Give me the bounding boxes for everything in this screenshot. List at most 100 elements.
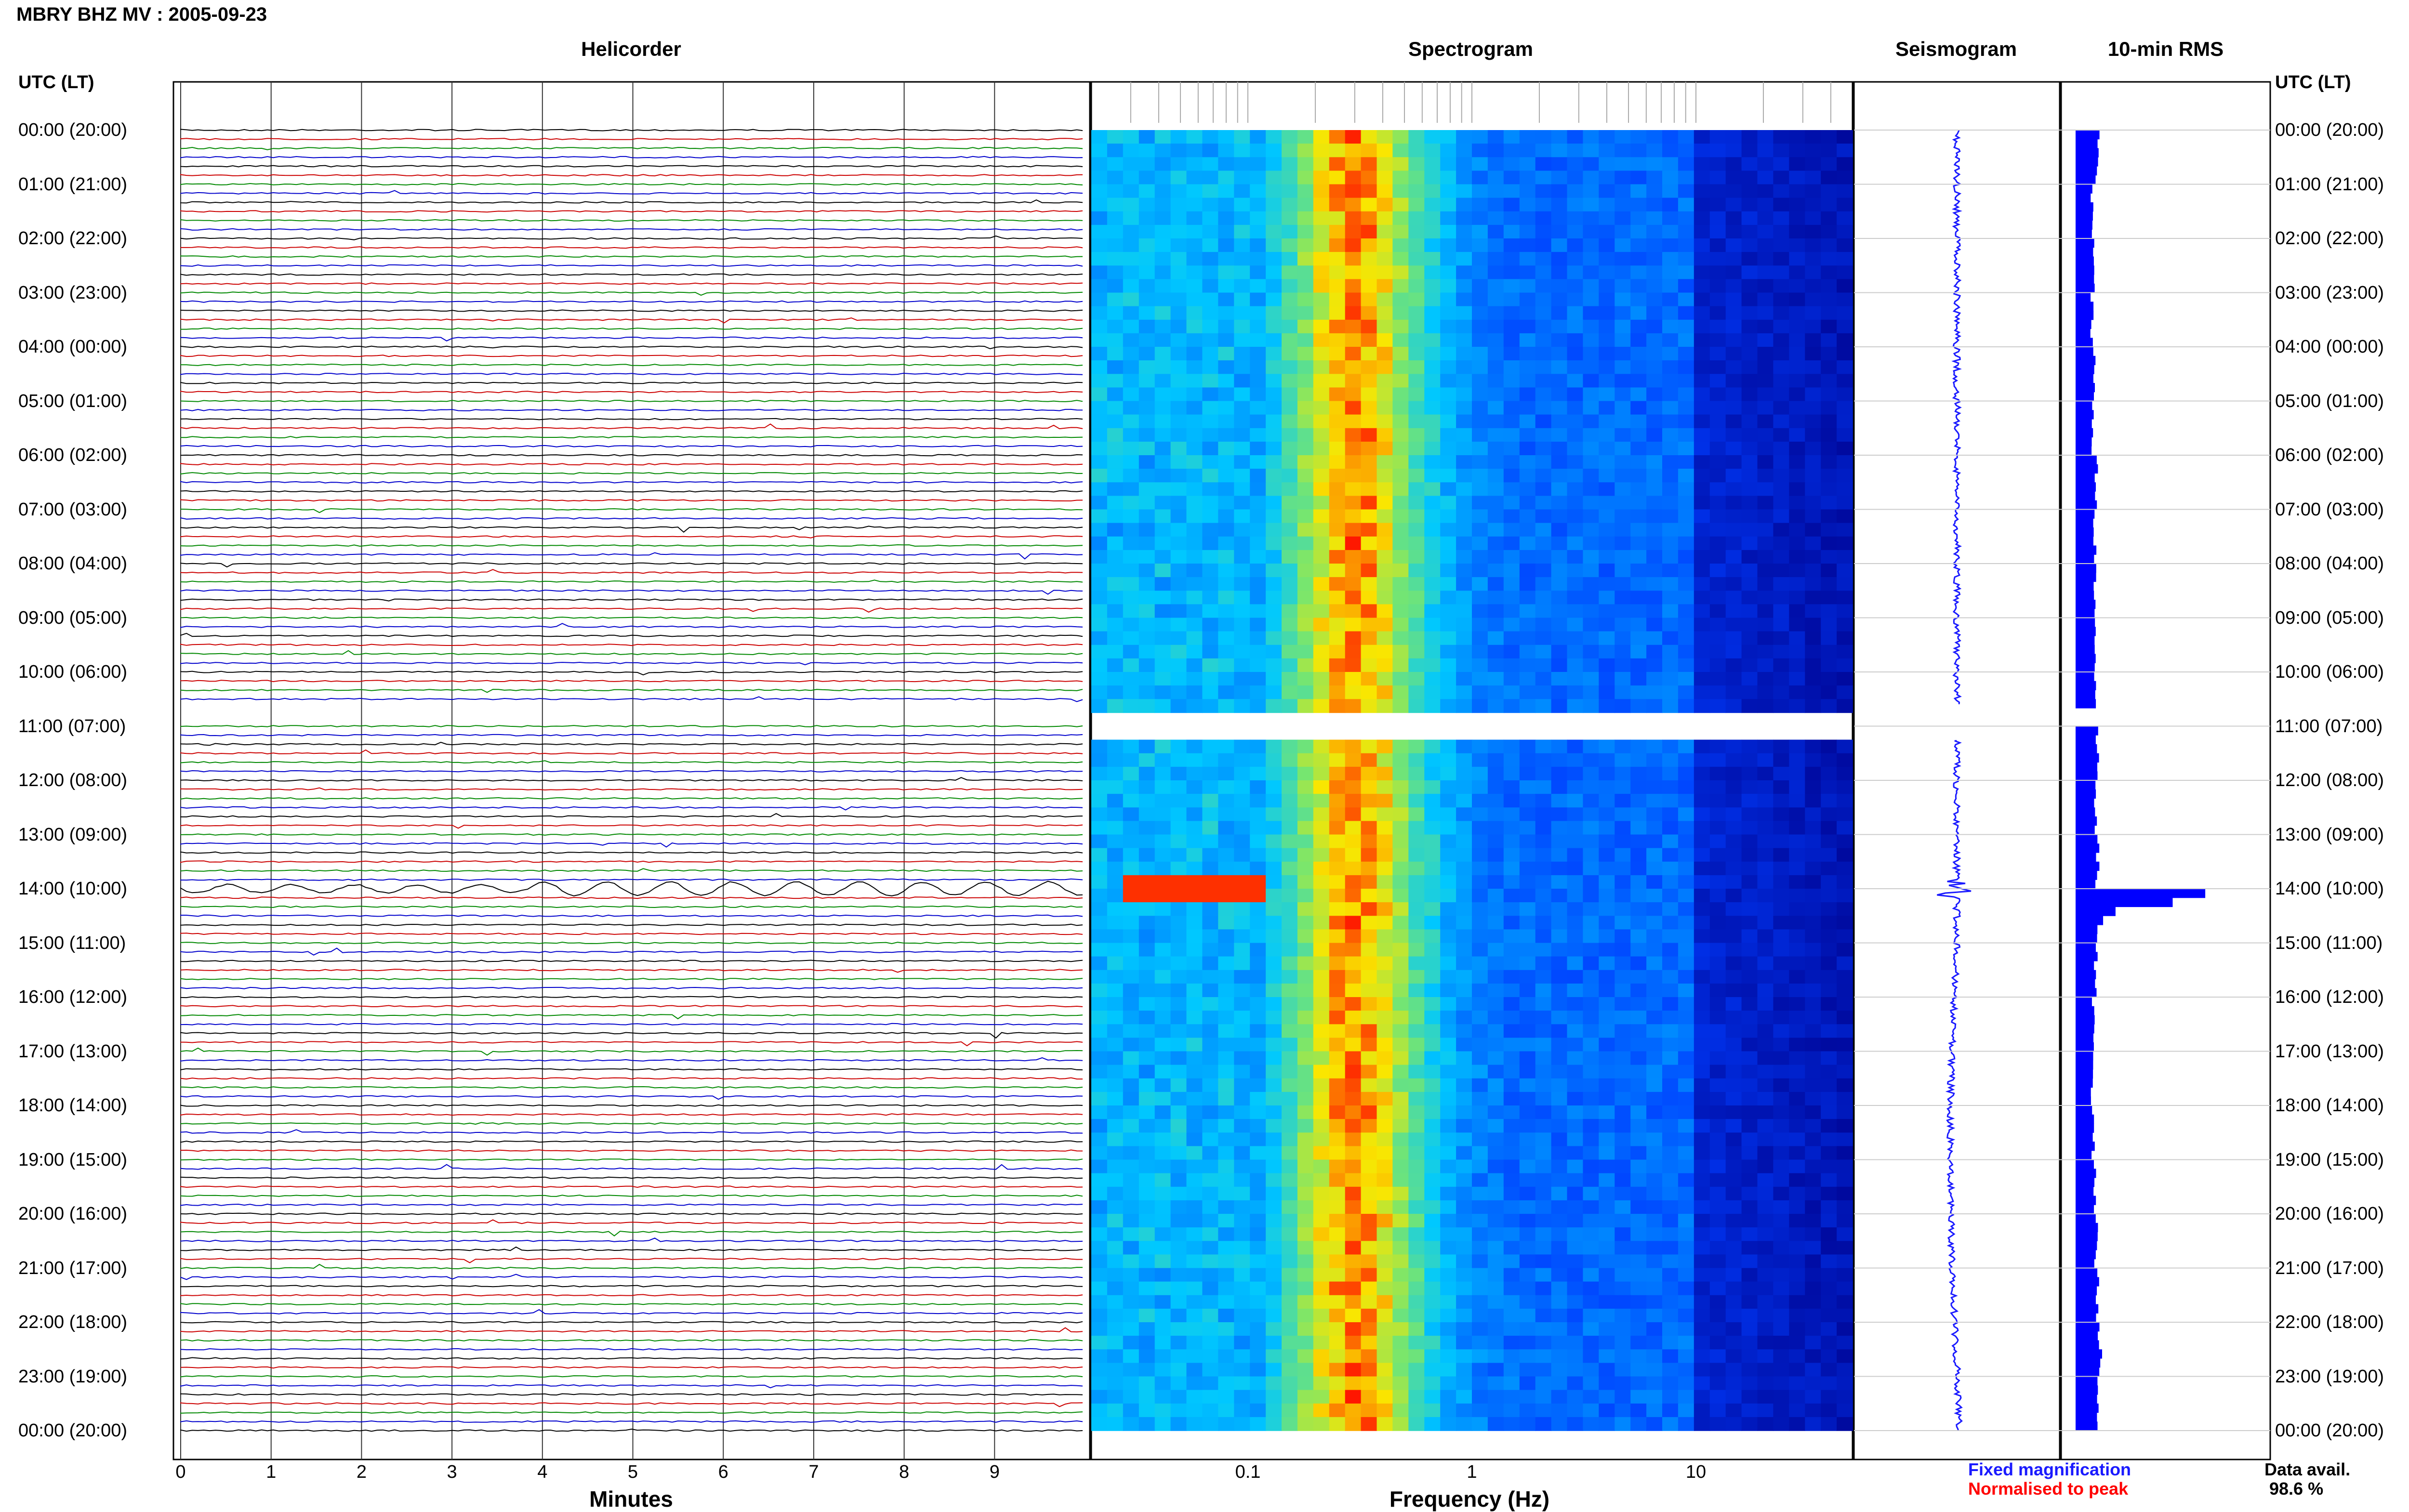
spectrogram-cell	[1091, 523, 1108, 537]
spectrogram-cell	[1329, 387, 1346, 402]
spectrogram-cell	[1123, 766, 1139, 781]
spectrogram-cell	[1091, 1132, 1108, 1147]
spectrogram-cell	[1487, 766, 1504, 781]
spectrogram-cell	[1757, 699, 1774, 713]
spectrogram-cell	[1725, 319, 1742, 334]
spectrogram-cell	[1218, 780, 1234, 794]
spectrogram-cell	[1345, 1146, 1362, 1160]
time-label-right: 10:00 (06:00)	[2275, 662, 2384, 682]
spectrogram-cell	[1741, 861, 1758, 876]
spectrogram-cell	[1091, 1078, 1108, 1092]
spectrogram-cell	[1202, 1390, 1219, 1404]
spectrogram-cell	[1535, 292, 1552, 307]
spectrogram-cell	[1329, 699, 1346, 713]
spectrogram-cell	[1424, 861, 1441, 876]
spectrogram-cell	[1440, 564, 1456, 578]
helicorder-xtick-label: 3	[447, 1462, 457, 1482]
spectrogram-cell	[1186, 1200, 1203, 1214]
spectrogram-cell	[1345, 1024, 1362, 1039]
spectrogram-cell	[1091, 1322, 1108, 1336]
spectrogram-cell	[1107, 441, 1124, 456]
spectrogram-cell	[1773, 1322, 1790, 1336]
spectrogram-cell	[1138, 1254, 1155, 1269]
spectrogram-cell	[1138, 1281, 1155, 1296]
spectrogram-cell	[1091, 1268, 1108, 1282]
spectrogram-cell	[1741, 1146, 1758, 1160]
spectrogram-cell	[1313, 319, 1330, 334]
spectrogram-cell	[1424, 1214, 1441, 1228]
spectrogram-cell	[1107, 509, 1124, 524]
spectrogram-cell	[1630, 1281, 1647, 1296]
spectrogram-cell	[1377, 1268, 1393, 1282]
spectrogram-cell	[1234, 1268, 1250, 1282]
spectrogram-cell	[1487, 455, 1504, 469]
spectrogram-cell	[1725, 753, 1742, 767]
spectrogram-cell	[1535, 441, 1552, 456]
spectrogram-cell	[1757, 469, 1774, 483]
spectrogram-cell	[1266, 238, 1282, 252]
spectrogram-cell	[1091, 875, 1108, 889]
spectrogram-cell	[1456, 564, 1472, 578]
spectrogram-cell	[1741, 1186, 1758, 1201]
spectrogram-cell	[1297, 1349, 1314, 1364]
spectrogram-cell	[1329, 1241, 1346, 1255]
spectrogram-cell	[1456, 455, 1472, 469]
spectrogram-cell	[1662, 279, 1679, 293]
spectrogram-cell	[1408, 441, 1425, 456]
spectrogram-cell	[1282, 644, 1298, 659]
spectrogram-cell	[1487, 1281, 1504, 1296]
spectrogram-cell	[1234, 1322, 1250, 1336]
spectrogram-cell	[1757, 780, 1774, 794]
spectrogram-cell	[1535, 360, 1552, 374]
spectrogram-cell	[1821, 956, 1837, 971]
spectrogram-cell	[1266, 916, 1282, 930]
spectrogram-cell	[1615, 306, 1631, 320]
spectrogram-cell	[1773, 794, 1790, 808]
spectrogram-cell	[1741, 591, 1758, 605]
rms-bar	[2076, 644, 2095, 655]
spectrogram-cell	[1678, 861, 1694, 876]
spectrogram-cell	[1361, 685, 1377, 699]
spectrogram-cell	[1789, 360, 1805, 374]
spectrogram-cell	[1472, 292, 1488, 307]
spectrogram-cell	[1709, 496, 1726, 510]
spectrogram-cell	[1821, 171, 1837, 185]
spectrogram-cell	[1709, 685, 1726, 699]
spectrogram-cell	[1107, 428, 1124, 442]
spectrogram-cell	[1138, 279, 1155, 293]
spectrogram-cell	[1773, 1295, 1790, 1309]
spectrogram-cell	[1377, 1363, 1393, 1377]
spectrogram-cell	[1377, 861, 1393, 876]
spectrogram-cell	[1741, 766, 1758, 781]
spectrogram-cell	[1519, 807, 1536, 822]
helicorder-trace	[180, 833, 1083, 836]
spectrogram-cell	[1630, 496, 1647, 510]
spectrogram-cell	[1837, 333, 1853, 347]
helicorder-trace	[180, 508, 1083, 513]
spectrogram-cell	[1313, 780, 1330, 794]
spectrogram-cell	[1837, 1403, 1853, 1418]
spectrogram-cell	[1630, 644, 1647, 659]
spectrogram-cell	[1503, 1227, 1520, 1241]
spectrogram-cell	[1186, 604, 1203, 618]
spectrogram-cell	[1567, 523, 1584, 537]
spectrogram-cell	[1487, 1363, 1504, 1377]
spectrogram-cell	[1503, 157, 1520, 171]
helicorder-trace	[180, 1294, 1083, 1297]
spectrogram-cell	[1535, 238, 1552, 252]
spectrogram-cell	[1757, 1417, 1774, 1431]
spectrogram-cell	[1583, 685, 1600, 699]
spectrogram-cell	[1583, 848, 1600, 862]
spectrogram-cell	[1519, 130, 1536, 144]
spectrogram-cell	[1234, 889, 1250, 903]
spectrogram-cell	[1599, 197, 1615, 212]
spectrogram-cell	[1725, 1390, 1742, 1404]
rms-bar	[2076, 1051, 2093, 1061]
spectrogram-cell	[1583, 604, 1600, 618]
spectrogram-cell	[1138, 956, 1155, 971]
spectrogram-cell	[1250, 1011, 1266, 1025]
spectrogram-cell	[1599, 292, 1615, 307]
spectrogram-cell	[1535, 279, 1552, 293]
spectrogram-cell	[1186, 1159, 1203, 1174]
spectrogram-cell	[1456, 1417, 1472, 1431]
